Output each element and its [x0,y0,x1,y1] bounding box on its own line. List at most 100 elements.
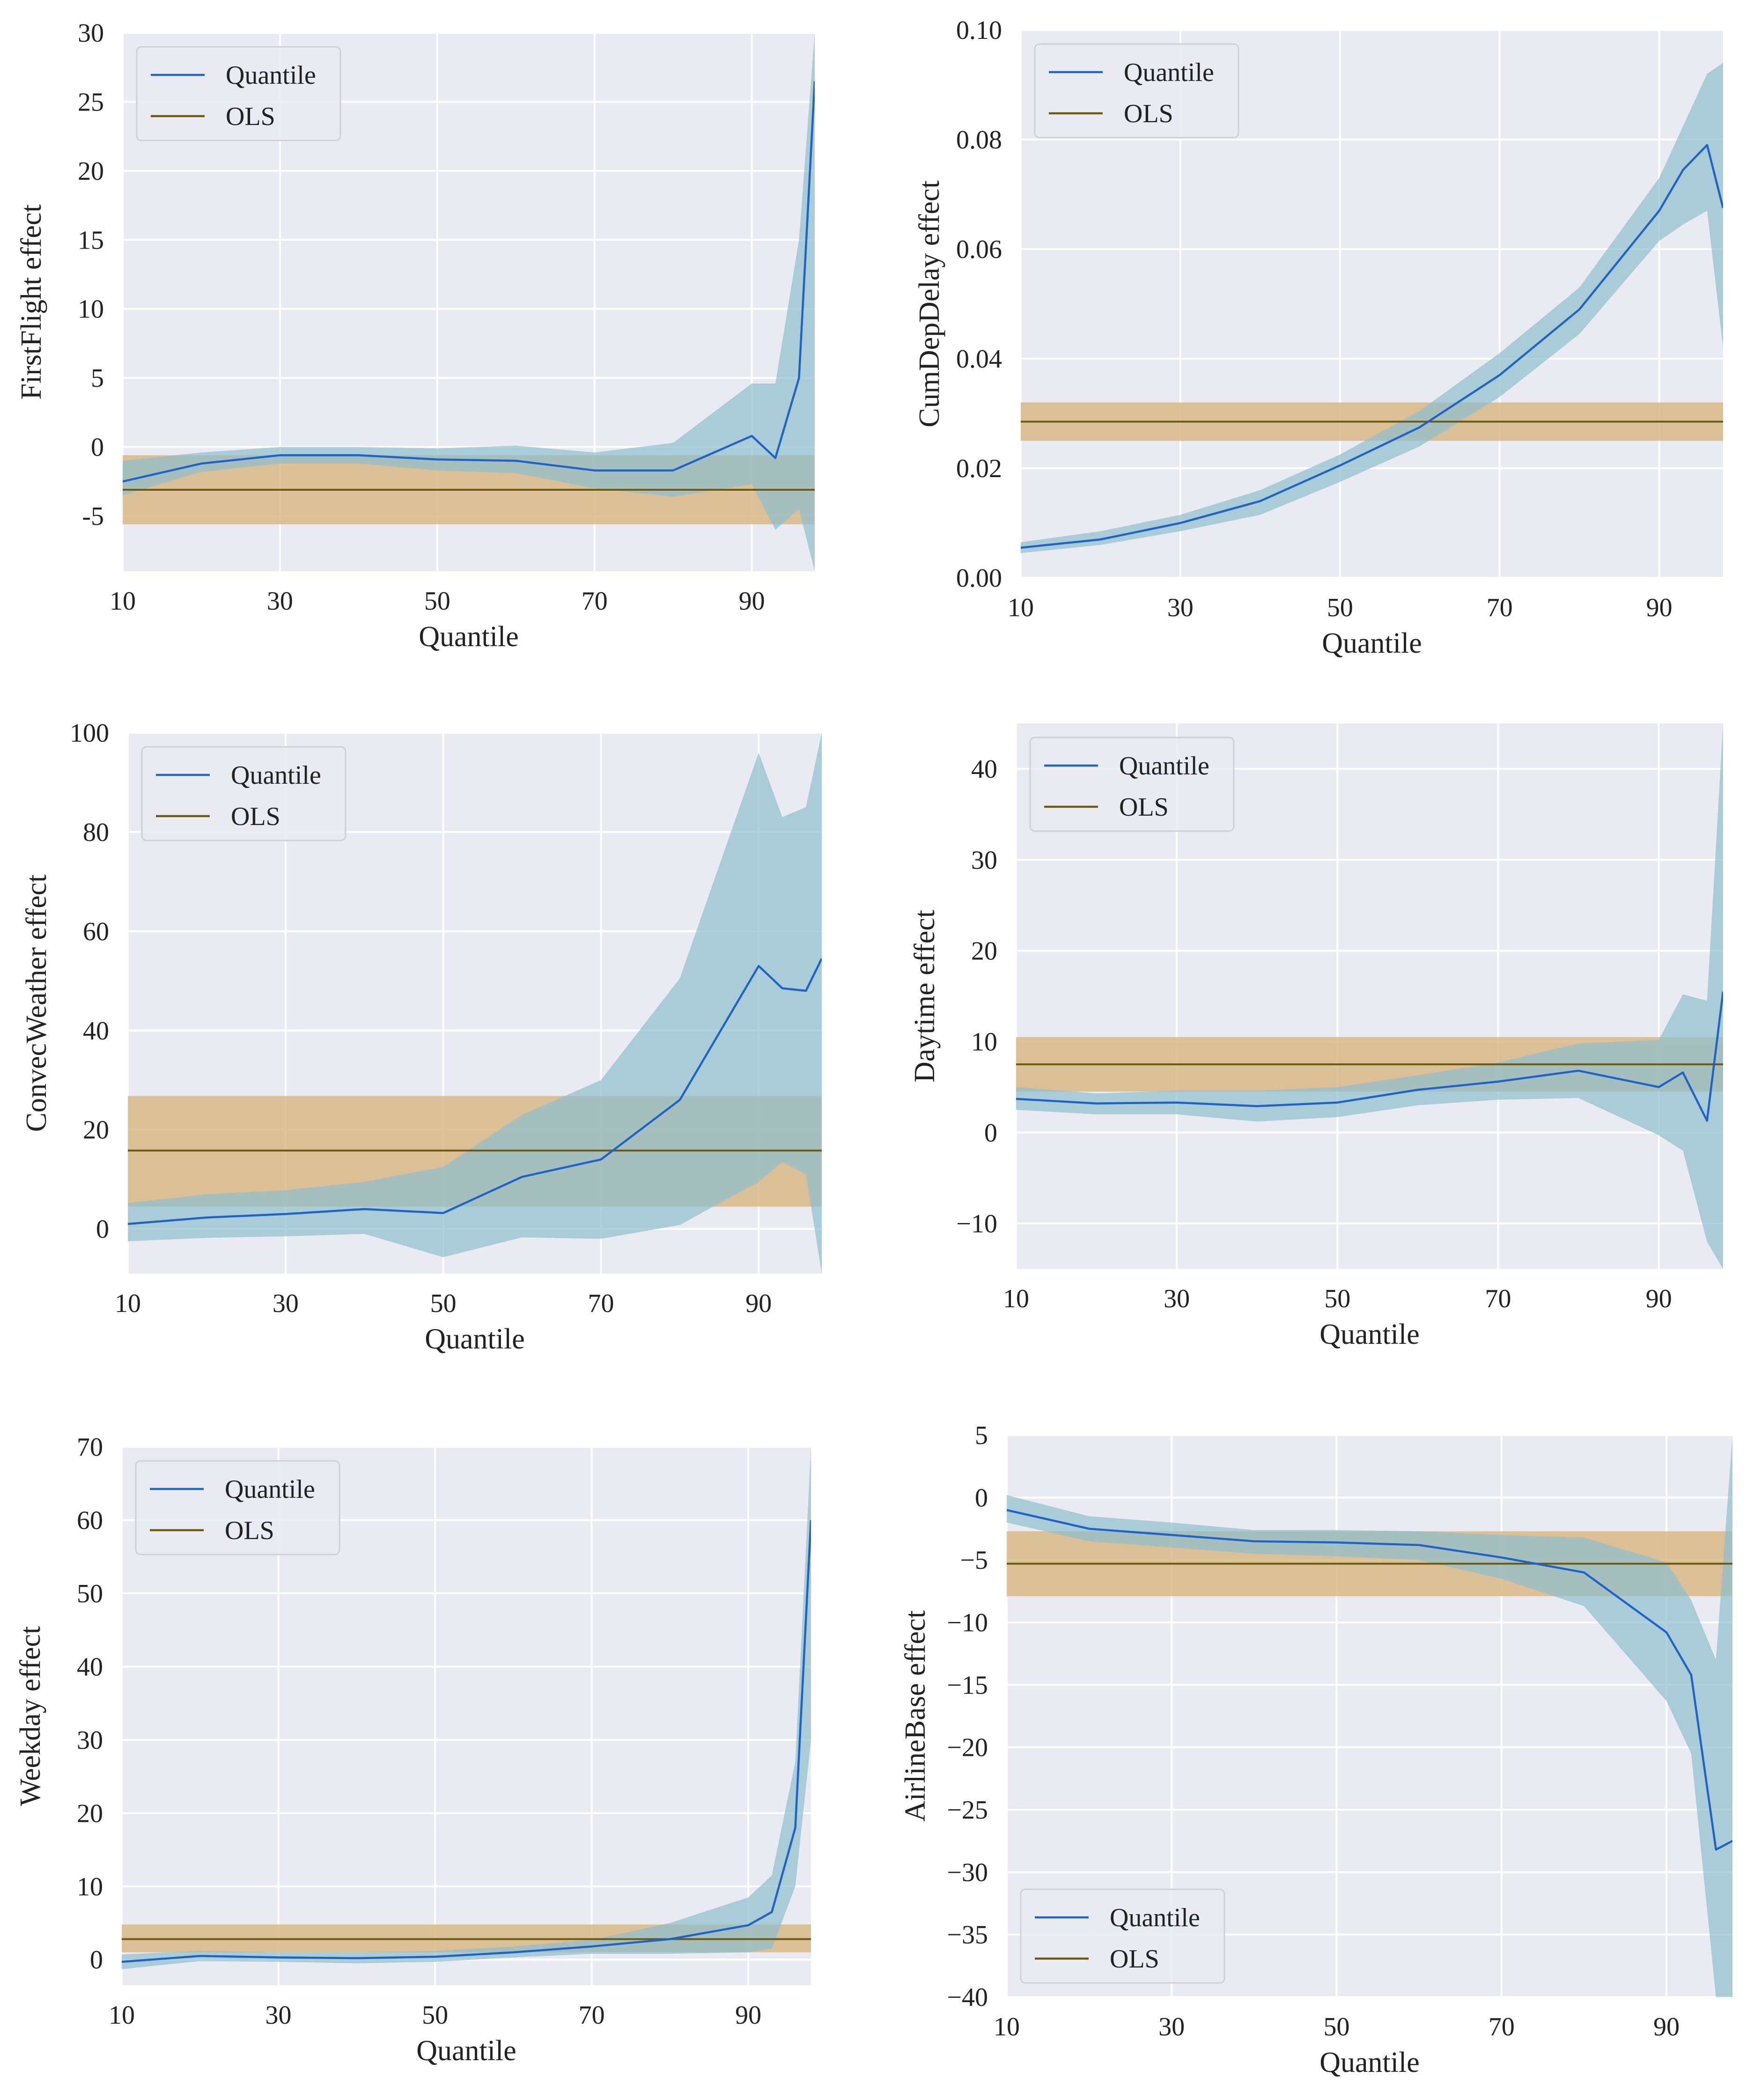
y-tick-label: 30 [77,1726,103,1755]
plot-marks [123,33,815,571]
legend-ols-label: OLS [1119,793,1169,822]
x-tick-label: 10 [1003,1284,1029,1313]
y-tick-label: −35 [947,1921,988,1950]
y-tick-label: 40 [77,1652,103,1681]
x-tick-label: 30 [265,2001,292,2030]
y-tick-label: 30 [78,19,104,48]
legend-ols-label: OLS [1124,99,1173,128]
y-tick-label: 0 [975,1483,988,1512]
y-tick-label: 60 [83,917,109,946]
y-tick-label: 10 [78,295,104,324]
x-axis-label: Quantile [1319,1319,1420,1350]
chart-panel-5: 10 30 50 70 90010203040506070QuantileWeekday… [15,1433,811,2067]
x-tick-label: 90 [1653,2012,1680,2041]
plot-marks [128,733,822,1274]
x-axis-label: Quantile [425,1323,525,1355]
chart-panel-6: 10 30 50 70 90 −40 −35 −30 −25 −20 −15 −10 −5 0 5 Quant… [899,1421,1732,2078]
x-tick-label: 30 [267,587,293,616]
legend: Quantile OLS [1034,43,1239,139]
y-axis-label: CumDepDelay effect [914,180,945,427]
x-tick-label: 50 [430,1289,457,1318]
quantile-line [123,81,815,483]
plot-marks [122,1447,811,1969]
y-tick-label: 20 [78,157,104,186]
y-axis-label: AirlineBase effect [899,1610,931,1822]
quantile-line [1021,144,1723,549]
quantile-confidence-band [1021,63,1723,553]
y-tick-label: 20 [971,936,997,965]
y-tick-label: 0.06 [956,235,1002,264]
y-tick-label: −20 [947,1733,988,1762]
x-tick-label: 70 [1487,593,1513,622]
x-tick-label: 50 [422,2001,448,2030]
x-axis-label: Quantile [419,621,519,653]
y-tick-label: 20 [77,1799,103,1828]
y-axis-label: FirstFlight effect [15,204,47,399]
plot-marks [1016,723,1723,1269]
x-tick-label: 70 [1485,1284,1511,1313]
y-tick-label: 0.02 [956,454,1002,483]
x-tick-label: 10 [109,2001,135,2030]
y-axis-label: Weekday effect [15,1626,46,1806]
y-tick-label: 80 [83,818,109,847]
quantile-confidence-band [1007,1435,1732,1997]
x-tick-label: 90 [1646,1284,1672,1313]
y-tick-label: 0.08 [956,125,1002,155]
legend: Quantile OLS [1029,737,1235,832]
x-tick-label: 90 [735,2001,761,2030]
x-tick-label: 30 [1164,1284,1190,1313]
y-tick-label: 5 [91,364,104,393]
x-axis-label: Quantile [1319,2047,1420,2078]
legend-quantile-label: Quantile [226,61,316,90]
y-tick-label: −5 [960,1546,988,1575]
legend-quantile-label: Quantile [1124,58,1214,87]
x-tick-label: 70 [588,1289,614,1318]
y-tick-label: 70 [77,1433,103,1462]
x-tick-label: 50 [424,587,450,616]
y-tick-label: 25 [78,88,104,117]
y-tick-label: 0 [91,433,104,462]
chart-panel-1: 10 30 50 70 90 -5 0 5 10 15 20 25 30 Quantile FirstFli… [15,19,815,653]
plot-marks [1007,1435,1732,1997]
chart-panel-4: 10 30 50 70 90 −10 0 10 20 30 40 Quantile Daytime ef… [909,723,1723,1350]
y-tick-label: 40 [83,1017,109,1046]
legend: Quantile OLS [1020,1888,1225,1984]
y-tick-label: −40 [947,1983,988,2012]
y-tick-label: −15 [947,1671,988,1700]
y-tick-label: 0.10 [956,16,1002,45]
x-tick-label: 70 [579,2001,605,2030]
legend-quantile-label: Quantile [225,1475,315,1504]
chart-panel-2: 10 30 50 70 90 0.00 0.02 0.04 0.06 0.08 0.10 Quanti… [914,16,1723,659]
y-tick-label: 10 [77,1872,103,1901]
legend-quantile-label: Quantile [1110,1903,1200,1932]
y-tick-label: 20 [83,1116,109,1145]
y-tick-label: 60 [77,1506,103,1535]
quantile-line [122,1520,811,1963]
y-tick-label: 15 [78,226,104,255]
legend: Quantile OLS [136,46,341,141]
quantile-line [128,958,822,1225]
x-tick-label: 10 [1008,593,1034,622]
y-tick-label: 0 [90,1945,103,1975]
legend-ols-label: OLS [226,102,275,131]
x-tick-label: 30 [273,1289,299,1318]
y-tick-label: 5 [975,1421,988,1450]
y-axis-label: Daytime effect [909,910,941,1083]
legend: Quantile OLS [141,746,346,841]
y-tick-label: 30 [971,846,997,875]
quantile-confidence-band [122,1447,811,1969]
chart-panel-3: 10 30 50 70 90 0 20 40 60 80 100 Quantile ConvecWeat… [21,719,822,1355]
x-tick-label: 10 [110,587,136,616]
y-tick-label: 10 [971,1028,997,1057]
legend-ols-label: OLS [225,1516,274,1545]
plot-marks [1021,63,1723,553]
x-tick-label: 50 [1324,2012,1350,2041]
quantile-line [1007,1509,1732,1851]
quantile-line [1016,991,1723,1122]
y-tick-label: −10 [956,1209,997,1238]
legend-ols-label: OLS [231,802,280,831]
x-tick-label: 90 [1646,593,1673,622]
x-axis-label: Quantile [416,2035,516,2067]
y-tick-label: 0 [984,1119,997,1148]
